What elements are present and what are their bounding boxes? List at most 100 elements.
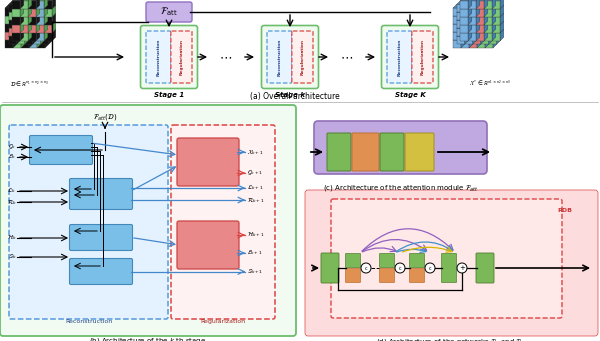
Polygon shape <box>481 9 492 12</box>
Polygon shape <box>477 4 481 16</box>
Polygon shape <box>36 0 48 1</box>
Polygon shape <box>484 0 496 1</box>
Polygon shape <box>488 25 500 28</box>
Polygon shape <box>484 29 488 41</box>
Polygon shape <box>492 0 496 9</box>
Text: Conv: Conv <box>415 256 419 266</box>
Polygon shape <box>492 25 500 33</box>
Polygon shape <box>477 28 488 32</box>
Polygon shape <box>25 1 36 4</box>
Polygon shape <box>37 40 45 48</box>
Polygon shape <box>457 12 464 20</box>
Polygon shape <box>488 1 492 12</box>
Polygon shape <box>488 17 500 20</box>
Polygon shape <box>28 21 32 33</box>
Polygon shape <box>500 5 504 17</box>
Polygon shape <box>500 13 504 25</box>
Polygon shape <box>476 29 488 33</box>
Polygon shape <box>492 5 504 9</box>
Polygon shape <box>25 17 28 28</box>
Polygon shape <box>464 4 473 12</box>
Polygon shape <box>17 20 25 28</box>
Polygon shape <box>41 36 49 44</box>
Polygon shape <box>28 29 40 33</box>
Polygon shape <box>28 25 36 33</box>
Polygon shape <box>8 1 20 4</box>
Polygon shape <box>485 12 497 16</box>
Polygon shape <box>476 0 488 1</box>
Polygon shape <box>488 20 497 28</box>
Polygon shape <box>44 29 48 41</box>
Polygon shape <box>37 12 41 24</box>
Polygon shape <box>485 20 497 24</box>
Polygon shape <box>28 33 36 41</box>
Polygon shape <box>457 25 468 28</box>
Text: $\mathcal{R}_{k+1}$: $\mathcal{R}_{k+1}$ <box>247 195 265 205</box>
Polygon shape <box>461 16 469 24</box>
Polygon shape <box>29 36 41 40</box>
Polygon shape <box>469 16 477 24</box>
Polygon shape <box>28 0 32 9</box>
Polygon shape <box>461 36 464 48</box>
Polygon shape <box>17 12 25 20</box>
Polygon shape <box>492 5 496 17</box>
Polygon shape <box>28 5 32 17</box>
Polygon shape <box>469 24 477 32</box>
Polygon shape <box>12 17 20 25</box>
Polygon shape <box>464 9 476 12</box>
Polygon shape <box>493 4 497 16</box>
Polygon shape <box>29 8 37 16</box>
Polygon shape <box>29 24 37 32</box>
Polygon shape <box>45 20 49 32</box>
Polygon shape <box>492 29 504 33</box>
Polygon shape <box>484 21 496 25</box>
Polygon shape <box>36 21 40 33</box>
Polygon shape <box>21 4 32 8</box>
Polygon shape <box>20 21 32 25</box>
Polygon shape <box>13 40 21 48</box>
Polygon shape <box>476 29 480 41</box>
Polygon shape <box>52 5 56 17</box>
Polygon shape <box>29 12 32 24</box>
Polygon shape <box>37 20 41 32</box>
Polygon shape <box>49 1 52 12</box>
Text: RDB: RDB <box>557 208 572 213</box>
Polygon shape <box>44 13 48 25</box>
Polygon shape <box>12 33 20 41</box>
Polygon shape <box>49 33 52 44</box>
Polygon shape <box>17 4 25 12</box>
Polygon shape <box>484 13 488 25</box>
Polygon shape <box>460 33 468 41</box>
Polygon shape <box>17 1 20 12</box>
Polygon shape <box>461 40 469 48</box>
Polygon shape <box>13 20 17 32</box>
FancyBboxPatch shape <box>171 31 192 83</box>
Polygon shape <box>473 1 476 12</box>
Polygon shape <box>481 1 484 12</box>
Polygon shape <box>497 1 500 12</box>
Polygon shape <box>468 21 480 25</box>
Text: (a) Overall architecture: (a) Overall architecture <box>250 92 340 102</box>
Polygon shape <box>28 1 36 9</box>
Polygon shape <box>41 20 49 28</box>
Polygon shape <box>464 33 468 44</box>
Text: Update $\mathcal{E}$: Update $\mathcal{E}$ <box>86 231 116 240</box>
Polygon shape <box>21 28 25 40</box>
Text: (c) Architecture of the attention module $\mathcal{F}_{att}$: (c) Architecture of the attention module… <box>323 183 478 193</box>
Polygon shape <box>461 4 473 8</box>
Polygon shape <box>37 4 41 16</box>
Polygon shape <box>485 8 493 16</box>
FancyBboxPatch shape <box>0 105 296 336</box>
Polygon shape <box>497 17 500 28</box>
Polygon shape <box>469 36 481 40</box>
Polygon shape <box>32 36 41 44</box>
Polygon shape <box>476 25 484 33</box>
Polygon shape <box>473 36 481 44</box>
Polygon shape <box>468 29 472 41</box>
Polygon shape <box>32 9 36 20</box>
Polygon shape <box>25 33 36 36</box>
Polygon shape <box>468 33 476 41</box>
FancyBboxPatch shape <box>292 31 313 83</box>
Text: ReLU: ReLU <box>385 270 389 280</box>
Polygon shape <box>461 4 464 16</box>
